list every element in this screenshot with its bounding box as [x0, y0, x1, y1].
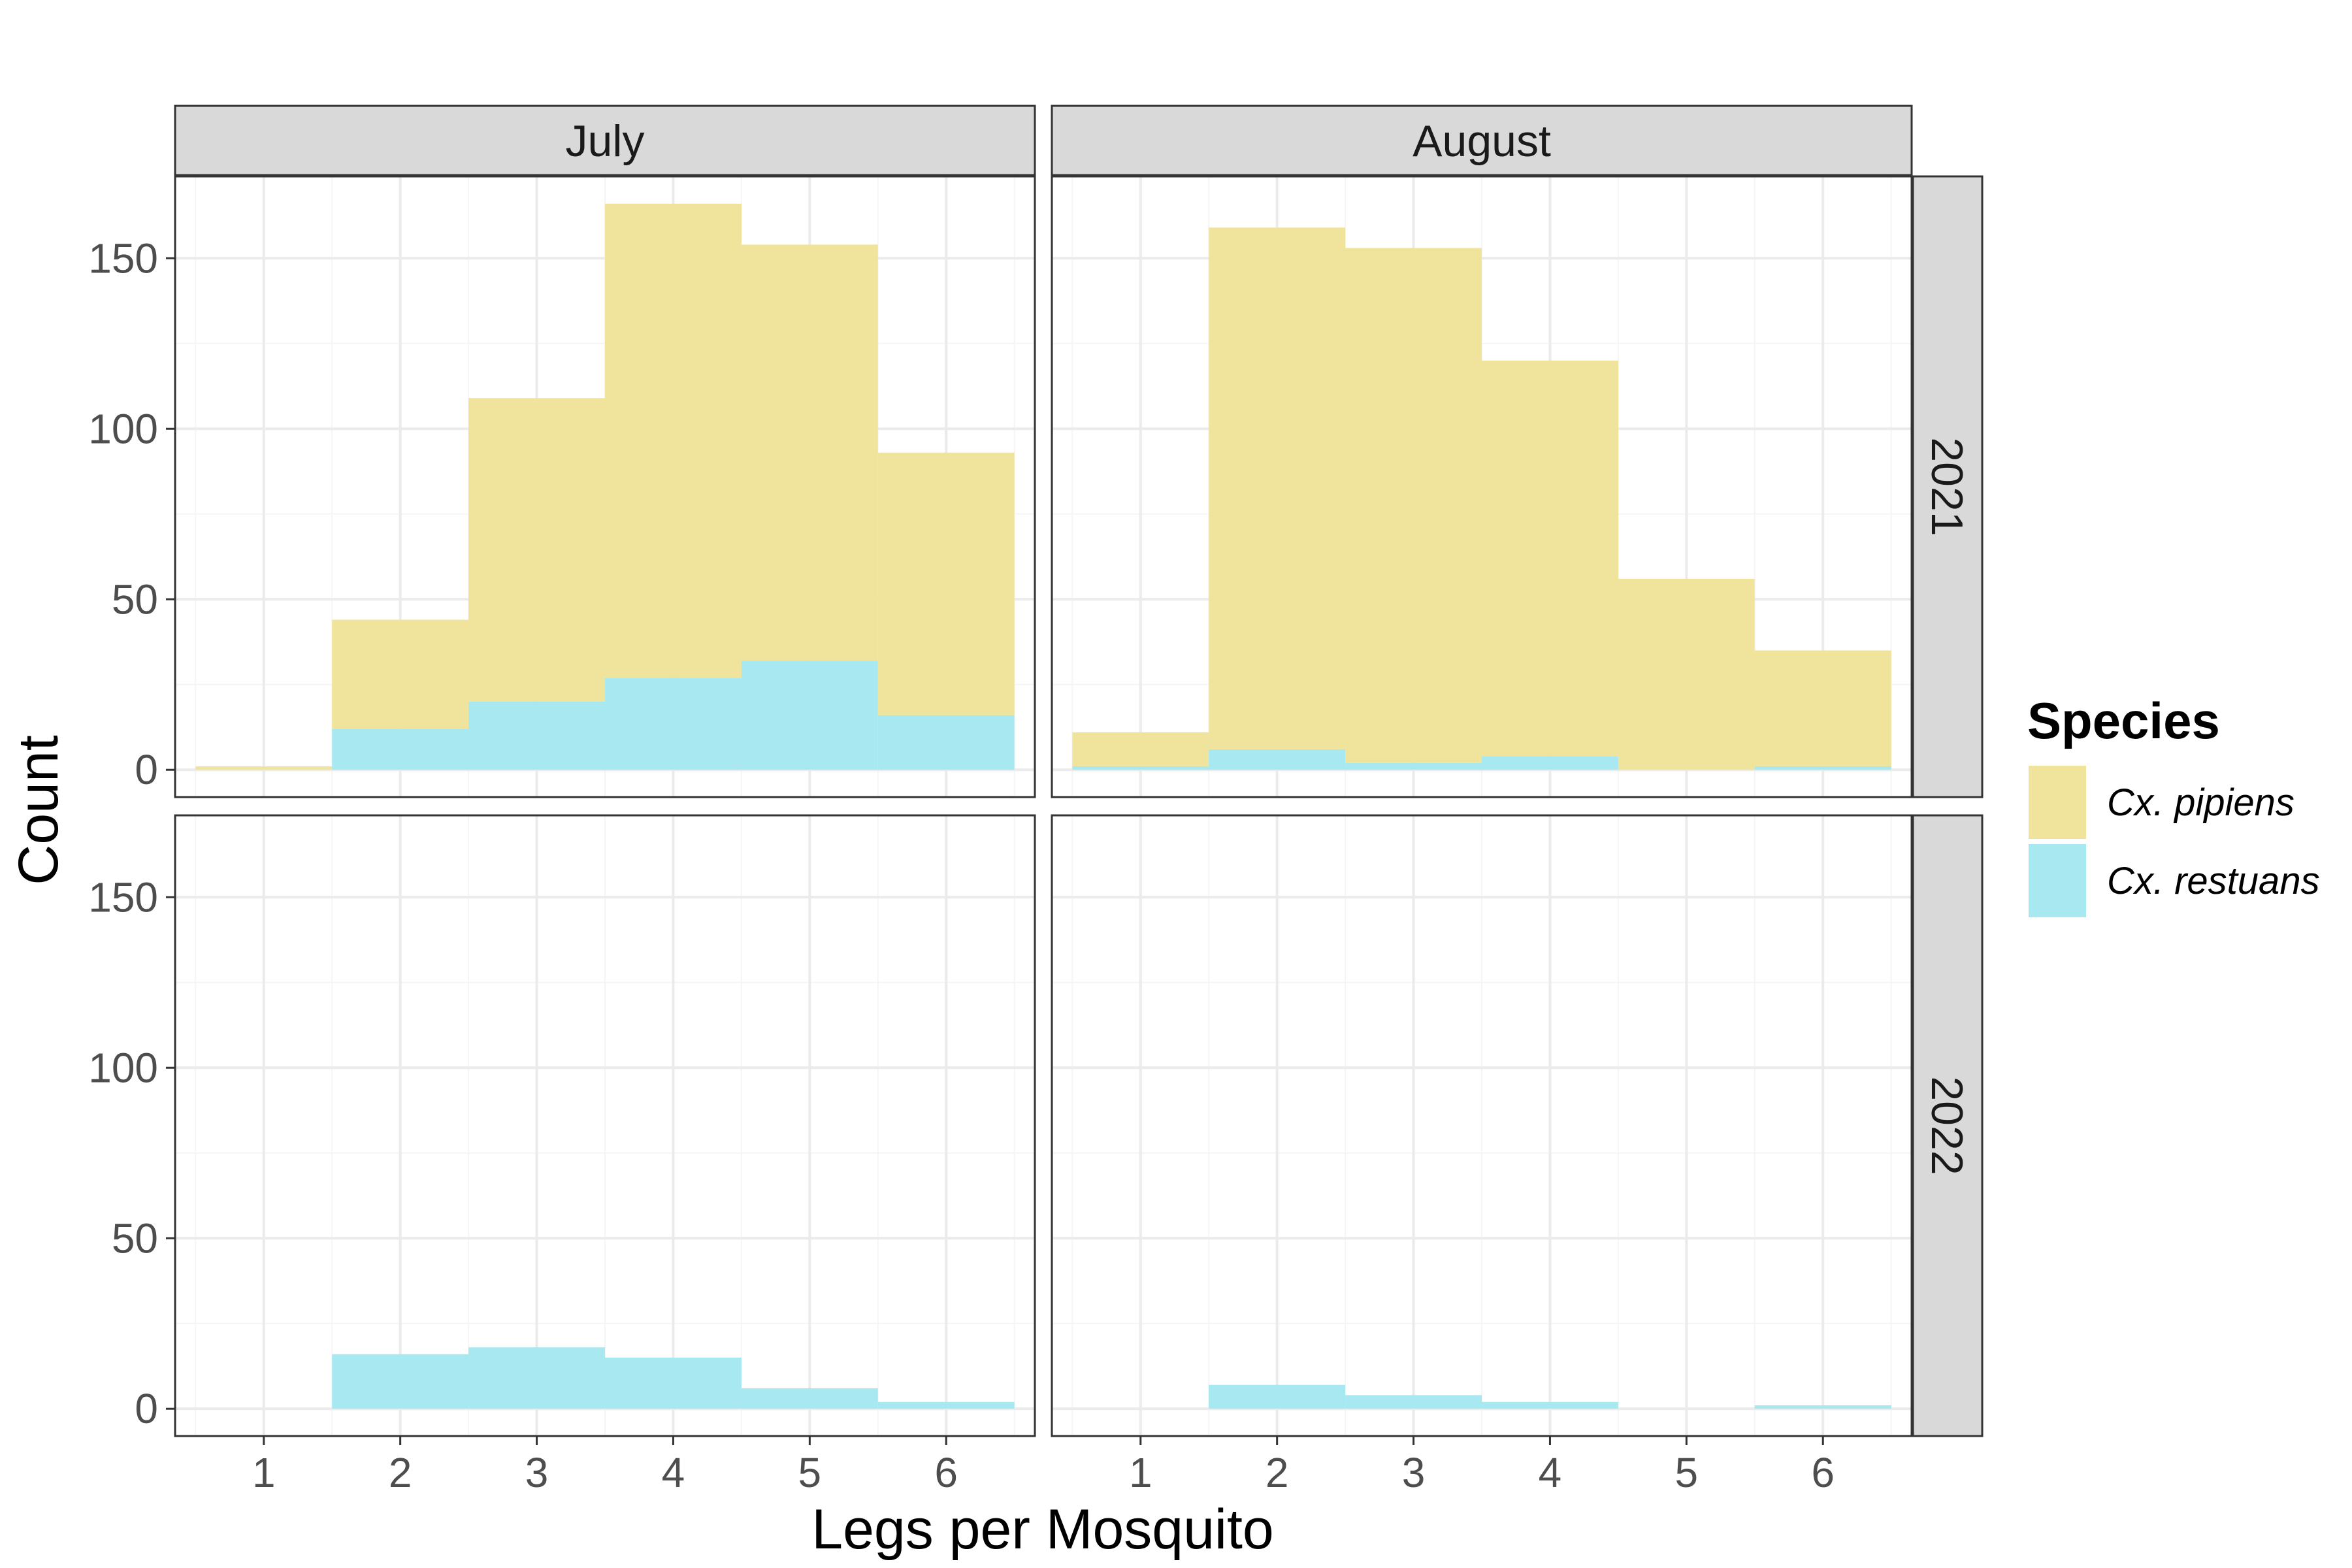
bar-cx-restuans-august-2022-6	[1754, 1405, 1891, 1409]
y-tick-label: 50	[112, 576, 158, 623]
bar-cx-pipiens-august-2021-1	[1072, 732, 1209, 767]
bar-cx-restuans-july-2021-4	[605, 678, 742, 770]
legend-title: Species	[2027, 692, 2220, 749]
y-tick-label: 0	[135, 1385, 158, 1432]
bar-cx-restuans-august-2021-1	[1072, 766, 1209, 770]
bar-cx-restuans-july-2021-5	[741, 661, 878, 770]
bar-cx-restuans-august-2022-4	[1482, 1401, 1618, 1409]
legend-swatch-cx-pipiens	[2029, 766, 2086, 839]
x-tick-label: 3	[525, 1449, 549, 1496]
axes: 0 50 100 150 0 50 100 150 1 2 3 4 5 6 1 2 3 4 5 6	[88, 235, 1835, 1496]
strip-label-july: July	[566, 116, 645, 166]
bar-cx-restuans-july-2022-4	[605, 1357, 742, 1409]
x-tick-label: 4	[1539, 1449, 1562, 1496]
panel-july-2021	[174, 175, 1036, 798]
y-tick-label: 100	[88, 405, 158, 452]
y-tick-label: 50	[112, 1215, 158, 1262]
x-tick-label: 3	[1402, 1449, 1426, 1496]
bar-cx-restuans-july-2022-3	[468, 1347, 605, 1409]
bar-cx-restuans-august-2022-2	[1209, 1384, 1346, 1409]
bar-cx-restuans-august-2021-3	[1345, 762, 1482, 770]
x-tick-label: 1	[252, 1449, 276, 1496]
bar-cx-restuans-july-2021-6	[877, 715, 1015, 770]
bar-cx-restuans-august-2021-6	[1754, 766, 1891, 770]
x-tick-label: 6	[1811, 1449, 1835, 1496]
legend-label-cx-pipiens: Cx. pipiens	[2107, 781, 2295, 824]
strip-label-2021: 2021	[1922, 437, 1972, 536]
facet-panels	[174, 175, 1913, 1437]
bar-cx-pipiens-august-2021-2	[1209, 227, 1346, 749]
y-tick-label: 100	[88, 1044, 158, 1091]
bar-cx-pipiens-july-2021-3	[468, 398, 605, 702]
panel-border	[1051, 814, 1913, 1437]
bar-cx-pipiens-july-2021-2	[332, 619, 469, 729]
panel-border	[174, 814, 1036, 1437]
legend: Species Cx. pipiens Cx. restuans	[2027, 692, 2320, 917]
x-axis-title: Legs per Mosquito	[811, 1498, 1274, 1561]
bar-cx-pipiens-july-2021-4	[605, 203, 742, 678]
bar-cx-restuans-august-2022-3	[1345, 1395, 1482, 1409]
bar-cx-restuans-july-2022-5	[741, 1388, 878, 1409]
bar-cx-pipiens-july-2021-5	[741, 244, 878, 661]
panel-border	[174, 175, 1036, 798]
panel-july-2022	[174, 814, 1036, 1437]
bar-cx-pipiens-august-2021-5	[1618, 578, 1755, 770]
strip-label-2022: 2022	[1922, 1076, 1972, 1175]
x-tick-label: 5	[1675, 1449, 1699, 1496]
strip-label-august: August	[1413, 116, 1551, 166]
panel-august-2021	[1051, 175, 1913, 798]
y-axis-title: Count	[7, 735, 70, 885]
bar-cx-restuans-august-2021-2	[1209, 749, 1346, 770]
bar-cx-pipiens-august-2021-4	[1482, 360, 1618, 757]
bar-cx-pipiens-august-2021-6	[1754, 650, 1891, 767]
y-tick-label: 150	[88, 874, 158, 921]
bar-cx-restuans-july-2022-2	[332, 1354, 469, 1409]
x-tick-label: 5	[798, 1449, 822, 1496]
bar-cx-pipiens-july-2021-6	[877, 452, 1015, 715]
y-tick-label: 0	[135, 746, 158, 793]
strip-july	[174, 105, 1036, 176]
x-tick-label: 6	[934, 1449, 958, 1496]
bar-cx-restuans-july-2021-2	[332, 728, 469, 770]
bar-cx-restuans-august-2021-4	[1482, 756, 1618, 770]
strip-2021	[1912, 175, 1984, 798]
legend-label-cx-restuans: Cx. restuans	[2107, 860, 2320, 902]
legend-swatch-cx-restuans	[2029, 844, 2086, 917]
x-tick-label: 2	[389, 1449, 412, 1496]
x-tick-label: 4	[662, 1449, 685, 1496]
bar-cx-pipiens-july-2021-1	[195, 766, 333, 770]
facet-strips: July August 2021 2022	[174, 105, 1984, 1437]
panel-border	[1051, 175, 1913, 798]
y-tick-label: 150	[88, 235, 158, 282]
bar-cx-pipiens-august-2021-3	[1345, 248, 1482, 763]
strip-august	[1051, 105, 1913, 176]
bar-cx-restuans-july-2021-3	[468, 701, 605, 770]
x-tick-label: 1	[1129, 1449, 1152, 1496]
bar-cx-restuans-july-2022-6	[877, 1401, 1015, 1409]
panel-august-2022	[1051, 814, 1913, 1437]
strip-2022	[1912, 814, 1984, 1437]
x-tick-label: 2	[1266, 1449, 1289, 1496]
